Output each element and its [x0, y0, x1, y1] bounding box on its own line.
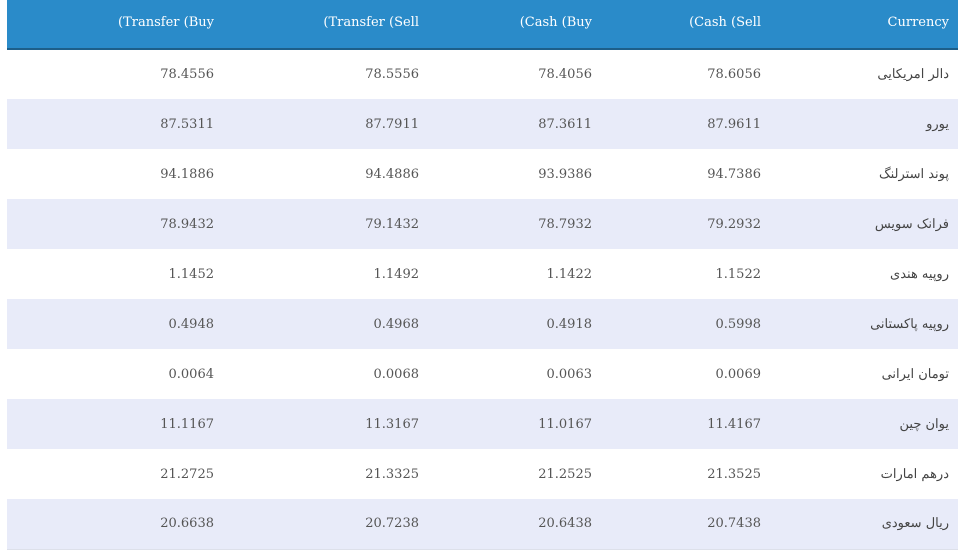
header-cash-buy: (Cash (Buy	[419, 0, 592, 50]
cell-cash-sell: 0.0069	[715, 366, 762, 382]
table-row: 11.1167 11.3167 11.0167 11.4167 یوان چین	[7, 399, 958, 449]
cell-transfer-sell: 87.7911	[365, 116, 419, 132]
cell-cash-sell: 21.3525	[707, 466, 761, 482]
cell-currency-name: فرانک سویس	[874, 216, 949, 232]
cell-transfer-buy: 11.1167	[160, 416, 214, 432]
cell-cash-sell: 94.7386	[707, 166, 761, 182]
cell-transfer-sell: 11.3167	[365, 416, 419, 432]
table-row: 78.4556 78.5556 78.4056 78.6056 دالر امر…	[7, 49, 958, 99]
cell-transfer-buy: 0.4948	[168, 316, 215, 332]
cell-transfer-buy: 87.5311	[160, 116, 214, 132]
cell-cash-sell: 78.6056	[707, 67, 761, 82]
exchange-rates-table: (Transfer (Buy (Transfer (Sell (Cash (Bu…	[7, 0, 958, 550]
table-body: 78.4556 78.5556 78.4056 78.6056 دالر امر…	[7, 49, 958, 550]
table-row: 0.0064 0.0068 0.0063 0.0069 تومان ایرانی	[7, 349, 958, 399]
cell-transfer-buy: 78.9432	[160, 216, 214, 232]
cell-cash-buy: 0.4918	[546, 316, 593, 332]
header-transfer-sell: (Transfer (Sell	[214, 0, 419, 50]
cell-cash-buy: 1.1422	[546, 266, 593, 282]
cell-currency-name: روپیه پاکستانی	[870, 316, 949, 332]
cell-transfer-buy: 1.1452	[168, 266, 215, 282]
cell-currency-name: دالر امریکایی	[877, 67, 949, 82]
cell-transfer-sell: 94.4886	[365, 166, 419, 182]
cell-currency-name: پوند استرلنگ	[878, 166, 949, 182]
table-row: 78.9432 79.1432 78.7932 79.2932 فرانک سو…	[7, 199, 958, 249]
cell-cash-sell: 79.2932	[707, 216, 761, 232]
cell-transfer-buy: 78.4556	[160, 67, 214, 82]
cell-transfer-buy: 21.2725	[160, 466, 214, 482]
cell-currency-name: روپیه هندی	[890, 266, 949, 282]
cell-cash-sell: 11.4167	[707, 416, 761, 432]
cell-cash-sell: 0.5998	[715, 316, 762, 332]
cell-cash-sell: 20.7438	[592, 499, 761, 550]
cell-transfer-sell: 1.1492	[373, 266, 420, 282]
cell-currency-name: درهم امارات	[880, 466, 949, 482]
cell-transfer-buy: 94.1886	[160, 166, 214, 182]
cell-cash-buy: 87.3611	[538, 116, 592, 132]
cell-currency-name: یوان چین	[899, 416, 949, 432]
cell-currency-name: ریال سعودی	[761, 499, 958, 550]
table-row: 20.6638 20.7238 20.6438 20.7438 ریال سعو…	[7, 499, 958, 550]
cell-currency-name: یورو	[926, 116, 949, 132]
cell-cash-sell: 1.1522	[715, 266, 762, 282]
cell-transfer-buy: 0.0064	[168, 366, 215, 382]
cell-transfer-sell: 0.4968	[373, 316, 420, 332]
cell-currency-name: تومان ایرانی	[881, 366, 949, 382]
cell-transfer-sell: 20.7238	[214, 499, 419, 550]
table-row: 87.5311 87.7911 87.3611 87.9611 یورو	[7, 99, 958, 149]
cell-cash-buy: 20.6438	[419, 499, 592, 550]
cell-cash-buy: 11.0167	[538, 416, 592, 432]
cell-cash-buy: 78.4056	[538, 67, 592, 82]
table-row: 94.1886 94.4886 93.9386 94.7386 پوند است…	[7, 149, 958, 199]
header-row: (Transfer (Buy (Transfer (Sell (Cash (Bu…	[7, 0, 958, 50]
cell-cash-sell: 87.9611	[707, 116, 761, 132]
cell-transfer-buy: 20.6638	[7, 499, 214, 550]
table-row: 1.1452 1.1492 1.1422 1.1522 روپیه هندی	[7, 249, 958, 299]
header-currency: Currency	[761, 0, 958, 50]
cell-cash-buy: 93.9386	[538, 166, 592, 182]
cell-cash-buy: 21.2525	[538, 466, 592, 482]
cell-transfer-sell: 0.0068	[373, 366, 420, 382]
exchange-rates-panel: (Transfer (Buy (Transfer (Sell (Cash (Bu…	[7, 0, 958, 551]
table-row: 0.4948 0.4968 0.4918 0.5998 روپیه پاکستا…	[7, 299, 958, 349]
cell-cash-buy: 78.7932	[538, 216, 592, 232]
cell-transfer-sell: 78.5556	[365, 67, 419, 82]
cell-transfer-sell: 21.3325	[365, 466, 419, 482]
table-row: 21.2725 21.3325 21.2525 21.3525 درهم اما…	[7, 449, 958, 499]
header-cash-sell: (Cash (Sell	[592, 0, 761, 50]
table-header: (Transfer (Buy (Transfer (Sell (Cash (Bu…	[7, 0, 958, 50]
cell-cash-buy: 0.0063	[546, 366, 593, 382]
header-transfer-buy: (Transfer (Buy	[7, 0, 214, 50]
cell-transfer-sell: 79.1432	[365, 216, 419, 232]
